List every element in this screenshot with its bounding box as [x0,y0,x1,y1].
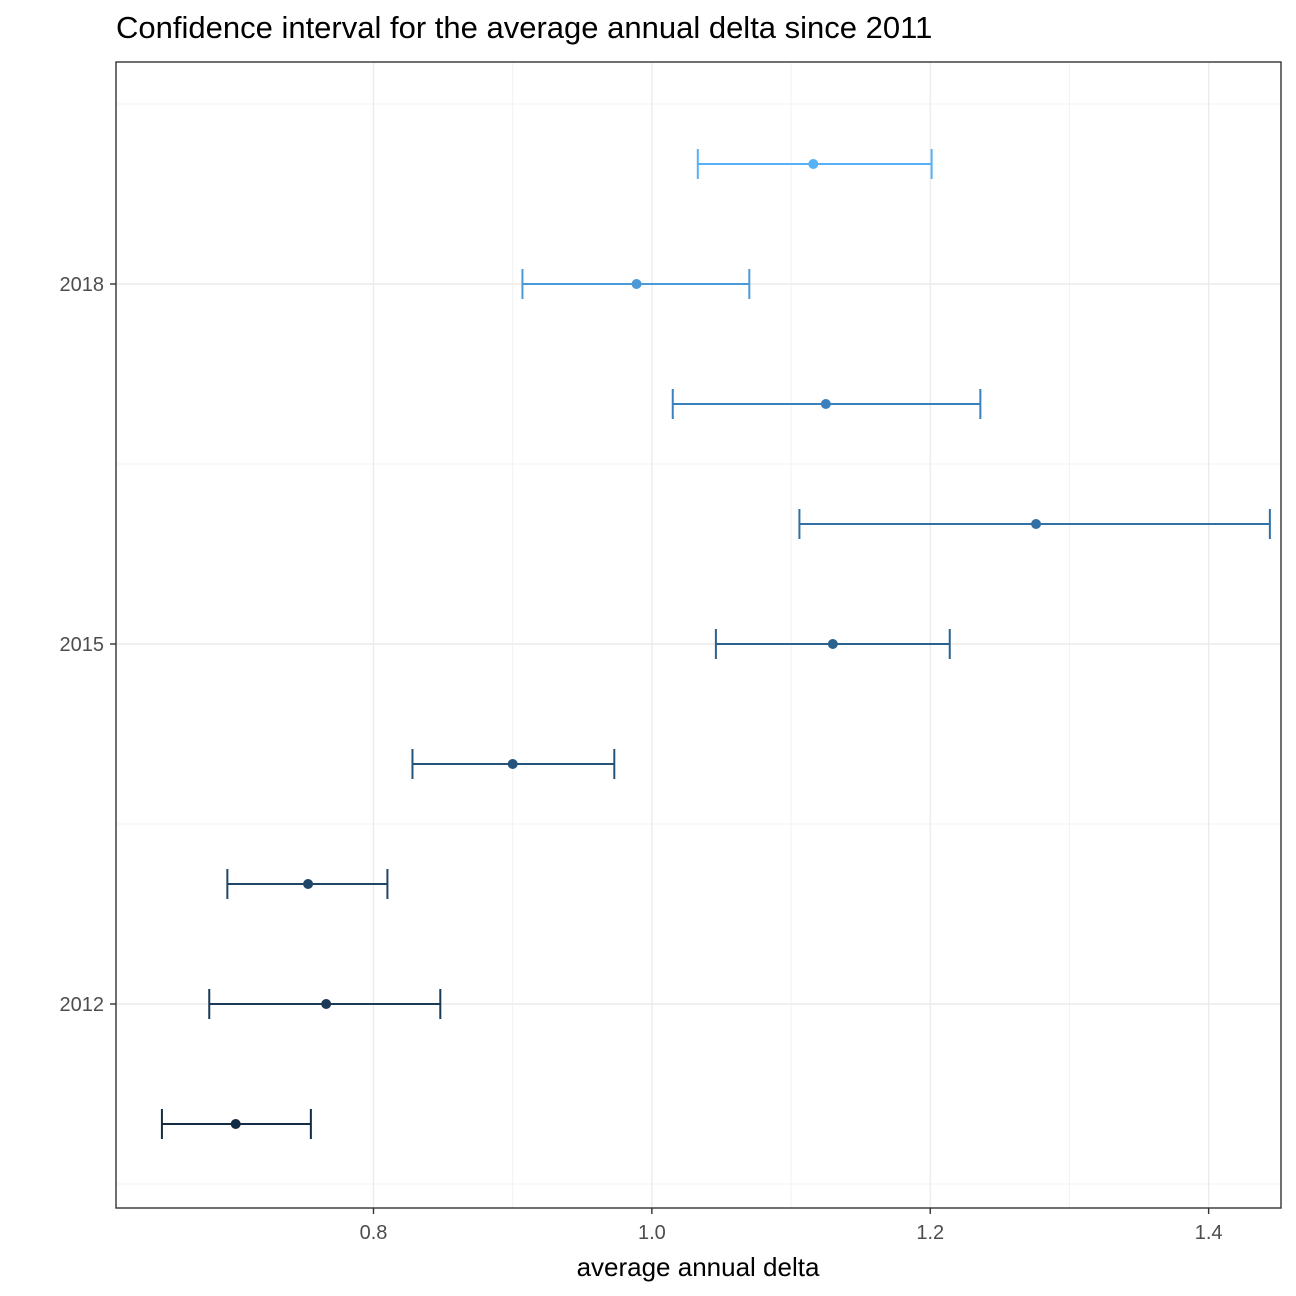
x-tick-label: 1.0 [638,1222,666,1244]
errorbar-2011 [160,1109,312,1139]
mean-point [631,279,642,289]
mean-point [827,639,838,649]
errorbar-2019 [696,149,933,179]
mean-point [808,159,819,169]
mean-point [303,879,314,889]
errorbar-2013 [226,869,389,899]
x-tick-label: 1.2 [916,1222,944,1244]
errorbar-2014 [411,749,616,779]
errorbar-2015 [714,629,951,659]
axis-layer: 0.8 1.0 1.2 1.4 2012 2015 2018 [60,274,1223,1244]
errorbar-2017 [671,389,982,419]
x-tick-label: 0.8 [360,1222,388,1244]
errorbar-layer [160,149,1271,1139]
y-tick-label: 2012 [60,994,105,1016]
x-tick-label: 1.4 [1195,1222,1223,1244]
plot-panel-border [115,61,1282,1209]
mean-point [230,1119,241,1129]
x-axis-title: average annual delta [577,1252,820,1282]
chart-title: Confidence interval for the average annu… [116,10,933,45]
grid-layer [116,62,1281,1208]
y-tick-label: 2015 [60,634,105,656]
mean-point [1031,519,1042,529]
y-tick-label: 2018 [60,274,105,296]
mean-point [321,999,332,1009]
mean-point [507,759,518,769]
mean-point [820,399,831,409]
errorbar-2016 [798,509,1271,539]
errorbar-2012 [208,989,442,1019]
errorbar-2018 [521,269,751,299]
